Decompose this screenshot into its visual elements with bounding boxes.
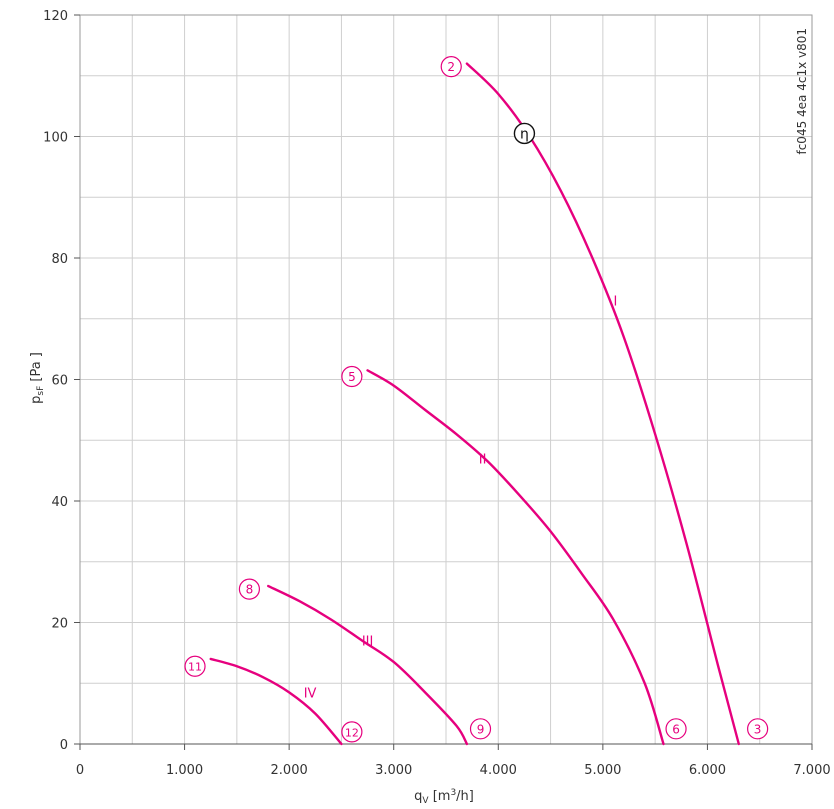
efficiency-marker-label: η [520,126,529,142]
x-tick-label: 6.000 [689,763,726,778]
x-tick-label: 2.000 [271,763,308,778]
axes: 0 1.000 2.000 3.000 4.000 5.000 6.000 7.000 0 20 4… [43,9,830,778]
series-label-III: III [362,635,374,650]
series-line-II [366,369,665,746]
point-marker [238,578,261,600]
point-markers: 2 3 5 6 8 9 11 12 η [184,56,769,743]
chart-code-note: fc045 4ea 4c1x v801 [795,28,809,155]
point-marker-label: 9 [477,722,485,736]
x-tick-label: 5.000 [584,763,621,778]
x-tick-label: 7.000 [793,763,830,778]
series-label-II: II [479,452,487,467]
point-marker-label: 5 [348,370,356,384]
point-marker [469,718,492,740]
x-tick-label: 0 [76,763,84,778]
y-tick-label: 60 [51,374,68,389]
x-tick-label: 4.000 [480,763,517,778]
y-tick-label: 20 [51,617,68,632]
point-marker [341,721,363,743]
y-tick-label: 120 [43,9,68,24]
point-marker [341,365,363,388]
series-label-I: I [613,295,617,310]
series-line-IV [209,657,343,746]
y-tick-label: 40 [51,495,68,510]
point-marker-label: 2 [447,60,455,74]
point-marker [440,56,462,78]
x-tick-label: 1.000 [166,763,203,778]
series-line-III [267,584,469,746]
point-marker [665,718,687,740]
point-marker-label: 11 [188,661,202,674]
grid [79,14,813,745]
point-marker [184,655,206,677]
y-tick-label: 80 [51,252,68,267]
y-tick-label: 0 [60,738,68,753]
efficiency-marker [513,122,536,145]
point-marker-label: 12 [345,726,359,739]
x-axis-label: qV [m3/h] [414,788,474,806]
point-marker-label: 3 [754,722,762,736]
point-marker-label: 8 [246,583,254,597]
series-label-IV: IV [304,686,317,701]
y-axis-label: psF [Pa ] [29,352,46,404]
point-marker [747,718,769,740]
point-marker-label: 6 [672,722,680,736]
x-tick-label: 3.000 [375,763,412,778]
y-tick-label: 100 [43,131,68,146]
